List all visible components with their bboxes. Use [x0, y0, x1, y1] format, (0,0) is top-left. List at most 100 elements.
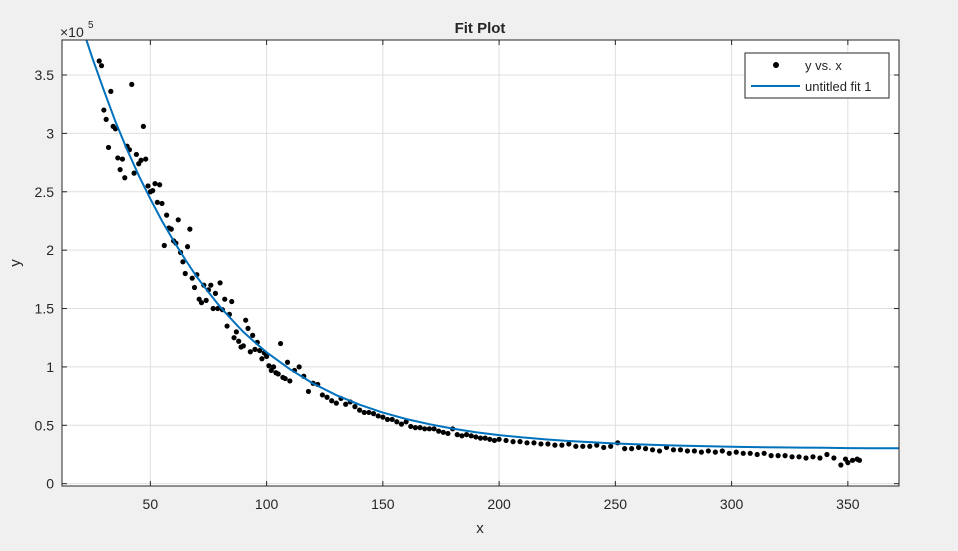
data-point	[412, 425, 418, 431]
data-point	[252, 346, 258, 352]
data-point	[398, 421, 405, 427]
axes-background	[62, 40, 899, 486]
data-point	[677, 447, 684, 453]
data-point	[305, 388, 312, 395]
data-point	[236, 338, 242, 344]
exponent-power: 5	[88, 20, 94, 31]
data-point	[240, 343, 246, 349]
data-point	[152, 181, 158, 187]
data-point	[122, 175, 128, 181]
x-tick-label: 50	[143, 496, 159, 512]
data-point	[782, 453, 788, 459]
data-point	[264, 353, 270, 360]
data-point	[587, 443, 593, 449]
data-point	[403, 419, 409, 425]
data-point	[366, 409, 372, 416]
data-point	[545, 441, 551, 447]
data-point	[208, 282, 214, 288]
data-point	[656, 448, 663, 454]
data-point	[454, 432, 460, 438]
data-point	[287, 378, 293, 384]
data-point	[145, 183, 151, 189]
data-point	[552, 442, 558, 448]
x-tick-label: 250	[604, 496, 628, 512]
data-point	[468, 433, 474, 439]
data-point	[184, 244, 191, 250]
data-point	[608, 443, 614, 449]
data-point	[740, 450, 746, 456]
y-axis-label: y	[7, 259, 24, 267]
data-point	[566, 441, 572, 447]
data-point	[726, 450, 732, 456]
data-point	[117, 166, 123, 173]
data-point	[277, 340, 284, 347]
data-point	[831, 455, 837, 461]
data-point	[275, 371, 281, 377]
data-point	[524, 440, 530, 446]
data-point	[352, 404, 358, 410]
data-point	[187, 226, 193, 232]
data-point	[243, 317, 249, 323]
data-point	[212, 290, 219, 296]
data-point	[573, 443, 579, 449]
data-point	[789, 454, 795, 460]
grid	[62, 40, 899, 486]
data-point	[245, 325, 251, 331]
x-tick-label: 350	[836, 496, 860, 512]
data-point	[768, 453, 774, 459]
data-point	[143, 156, 149, 162]
data-point	[198, 300, 205, 306]
x-tick-label: 150	[371, 496, 395, 512]
data-point	[580, 443, 586, 449]
data-point	[343, 401, 349, 407]
data-point	[684, 448, 691, 454]
data-point	[417, 425, 423, 431]
fit-line	[85, 40, 899, 450]
legend-marker-points	[773, 62, 779, 68]
data-point	[182, 270, 188, 277]
data-point	[112, 126, 119, 132]
ticks	[62, 40, 899, 486]
data-point	[636, 444, 642, 451]
data-point	[775, 453, 781, 459]
data-point	[233, 329, 239, 335]
legend-label-points: y vs. x	[805, 58, 842, 73]
data-point	[333, 400, 339, 406]
data-point	[473, 434, 479, 440]
data-point	[538, 441, 544, 447]
data-point	[140, 123, 146, 129]
data-point	[224, 323, 230, 329]
data-point	[250, 332, 256, 338]
data-point	[463, 432, 470, 438]
data-point	[531, 440, 537, 446]
data-point	[357, 407, 363, 413]
y-tick-label: 0.5	[35, 417, 55, 433]
data-point	[133, 151, 139, 158]
data-point	[747, 450, 753, 456]
exponent-base: ×10	[60, 24, 84, 40]
data-point	[175, 217, 181, 223]
data-point	[389, 416, 395, 423]
y-tick-label: 2.5	[35, 184, 55, 200]
y-tick-label: 1.5	[35, 301, 55, 317]
data-point	[229, 298, 235, 305]
data-point	[408, 423, 414, 430]
data-point	[477, 435, 484, 441]
data-point	[370, 411, 377, 417]
data-point	[845, 460, 851, 466]
exponent-label: ×10 5	[60, 20, 94, 40]
data-point	[154, 199, 160, 205]
data-point	[719, 448, 725, 454]
data-point	[503, 437, 509, 444]
data-point	[426, 426, 432, 432]
data-point	[231, 335, 237, 341]
data-point	[324, 394, 330, 400]
data-point	[210, 305, 216, 312]
data-point	[622, 446, 628, 452]
data-point	[629, 446, 635, 452]
data-point	[282, 375, 288, 382]
data-point	[510, 439, 516, 445]
data-point	[180, 259, 186, 265]
data-point	[459, 433, 465, 439]
